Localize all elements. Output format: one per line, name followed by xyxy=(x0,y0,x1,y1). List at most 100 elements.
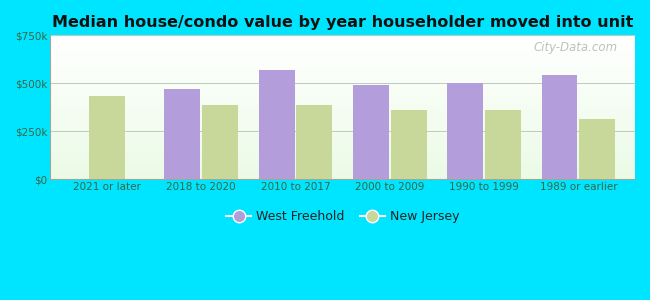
Bar xyxy=(50,139,635,141)
Bar xyxy=(50,41,635,43)
Bar xyxy=(50,100,635,102)
Bar xyxy=(50,83,635,84)
Bar xyxy=(50,178,635,179)
Bar xyxy=(164,89,200,179)
Bar xyxy=(50,94,635,96)
Bar xyxy=(50,50,635,51)
Bar xyxy=(485,110,521,179)
Bar xyxy=(50,159,635,161)
Bar xyxy=(50,82,635,83)
Bar xyxy=(50,122,635,123)
Bar xyxy=(50,165,635,166)
Bar xyxy=(50,169,635,171)
Bar xyxy=(50,164,635,165)
Bar xyxy=(50,40,635,41)
Bar xyxy=(50,172,635,174)
Bar xyxy=(50,38,635,40)
Bar xyxy=(50,54,635,56)
Bar xyxy=(50,89,635,90)
Bar xyxy=(447,83,483,179)
Legend: West Freehold, New Jersey: West Freehold, New Jersey xyxy=(221,205,464,228)
Bar xyxy=(50,86,635,87)
Bar xyxy=(50,162,635,164)
Bar xyxy=(50,118,635,119)
Text: City-Data.com: City-Data.com xyxy=(534,41,618,54)
Bar xyxy=(89,96,125,179)
Bar xyxy=(50,63,635,64)
Bar xyxy=(50,60,635,61)
Bar xyxy=(50,61,635,63)
Bar xyxy=(50,73,635,74)
Bar xyxy=(50,146,635,148)
Bar xyxy=(50,145,635,146)
Bar xyxy=(50,76,635,77)
Bar xyxy=(50,115,635,116)
Bar xyxy=(50,106,635,107)
Bar xyxy=(50,123,635,125)
Bar xyxy=(50,77,635,79)
Bar xyxy=(50,109,635,110)
Bar xyxy=(50,142,635,143)
Bar xyxy=(50,156,635,158)
Bar xyxy=(50,125,635,126)
Bar xyxy=(50,174,635,175)
Bar xyxy=(50,149,635,151)
Bar xyxy=(541,75,577,179)
Bar xyxy=(50,161,635,162)
Bar xyxy=(50,51,635,52)
Bar xyxy=(50,132,635,133)
Bar xyxy=(50,71,635,73)
Bar xyxy=(50,141,635,142)
Bar xyxy=(50,93,635,94)
Bar xyxy=(50,151,635,152)
Bar xyxy=(50,158,635,159)
Bar xyxy=(202,106,238,179)
Bar xyxy=(50,97,635,99)
Bar xyxy=(50,104,635,106)
Bar xyxy=(50,66,635,67)
Bar xyxy=(50,167,635,168)
Bar xyxy=(50,168,635,170)
Bar xyxy=(50,128,635,129)
Title: Median house/condo value by year householder moved into unit: Median house/condo value by year househo… xyxy=(52,15,633,30)
Bar xyxy=(50,90,635,92)
Bar xyxy=(50,64,635,66)
Bar xyxy=(50,70,635,71)
Bar xyxy=(259,70,294,179)
Bar xyxy=(50,52,635,54)
Bar xyxy=(50,57,635,58)
Bar xyxy=(50,152,635,154)
Bar xyxy=(50,138,635,139)
Bar xyxy=(50,74,635,76)
Bar xyxy=(50,96,635,97)
Bar xyxy=(50,68,635,70)
Bar xyxy=(50,84,635,86)
Bar xyxy=(50,143,635,145)
Bar xyxy=(50,67,635,68)
Bar xyxy=(50,136,635,138)
Bar xyxy=(296,106,332,179)
Bar xyxy=(50,110,635,112)
Bar xyxy=(50,79,635,80)
Bar xyxy=(50,116,635,118)
Bar xyxy=(579,119,615,179)
Bar xyxy=(391,110,426,179)
Bar xyxy=(50,47,635,48)
Bar xyxy=(50,92,635,93)
Bar xyxy=(50,112,635,113)
Bar xyxy=(50,35,635,37)
Bar xyxy=(50,45,635,47)
Bar xyxy=(50,43,635,44)
Bar xyxy=(50,87,635,89)
Bar xyxy=(50,119,635,120)
Bar xyxy=(353,85,389,179)
Bar xyxy=(50,171,635,172)
Bar xyxy=(50,37,635,38)
Bar xyxy=(50,126,635,128)
Bar xyxy=(50,58,635,60)
Bar xyxy=(50,99,635,100)
Bar xyxy=(50,102,635,103)
Bar xyxy=(50,113,635,115)
Bar xyxy=(50,129,635,130)
Bar xyxy=(50,133,635,135)
